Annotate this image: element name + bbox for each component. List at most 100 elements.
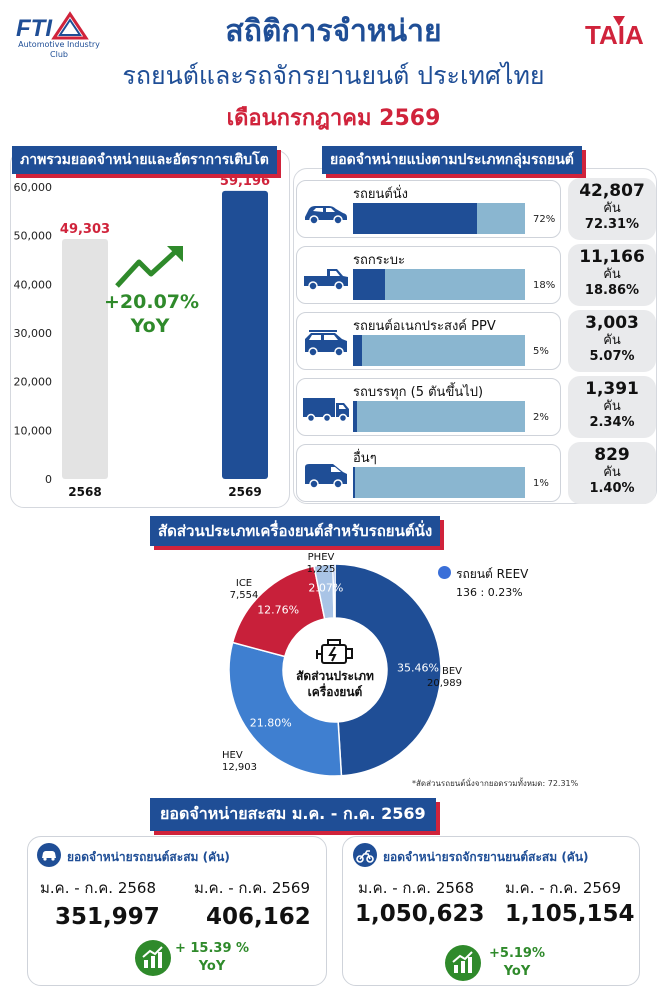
category-value-box: 1,391 คัน 2.34% [568,376,656,438]
category-bar-fill [353,203,478,234]
taia-logo-text: TAIA [585,20,644,48]
growth-chart-icon [445,945,481,981]
motorcycle-icon [353,843,377,867]
reev-legend-value: 136 : 0.23% [456,586,523,599]
category-unit-label: คัน [603,333,621,348]
donut-category-label: HEV [222,750,243,761]
category-value-box: 11,166 คัน 18.86% [568,244,656,306]
motorcycles-growth-value: +5.19% [489,946,545,961]
motorcycles-period-prev: ม.ค. - ก.ค. 2568 [358,879,475,897]
growth-chart-icon [135,940,171,976]
category-value-box: 3,003 คัน 5.07% [568,310,656,372]
category-value-box: 42,807 คัน 72.31% [568,178,656,240]
category-card: รถบรรทุก (5 ตันขึ้นไป) 2% [296,378,561,436]
fti-logo: FTI [16,11,89,42]
x-tick-label: 2568 [68,485,101,499]
trend-up-arrow-icon [115,246,183,288]
motorcycles-growth: +5.19% YoY [482,945,552,981]
growth-callout: +20.07% YoY [104,244,200,338]
cars-growth: + 15.39 % YoY [172,940,252,976]
category-label: รถยนต์อเนกประสงค์ PPV [353,319,496,334]
cargo-truck-icon [303,398,349,423]
category-label: อื่นๆ [353,451,377,466]
donut-slice-reev [332,563,336,619]
bar-2569 [222,190,268,480]
engine-center-label-line1: สัดส่วนประเภท [296,669,374,683]
donut-slice-bev [334,563,442,777]
fti-logo-text: FTI [16,15,53,42]
x-tick-label: 2569 [228,485,261,499]
donut-category-label: PHEV [308,552,335,563]
category-units: 1,391 [585,379,639,399]
category-card: รถยนต์นั่ง 72% [296,180,561,238]
donut-value-label: 1,225 [307,564,336,575]
cars-period-prev: ม.ค. - ก.ค. 2568 [40,879,157,897]
category-bar-percent: 72% [533,214,556,225]
y-tick-label: 0 [45,473,52,486]
category-label: รถบรรทุก (5 ตันขึ้นไป) [353,385,484,400]
donut-percent-label: 2.07% [308,582,343,595]
y-tick-label: 60,000 [14,181,53,194]
category-bar-track [353,401,525,432]
overview-bar-chart: 0 10,000 20,000 30,000 40,000 50,000 60,000 49,… [14,174,271,499]
sedan-car-icon [305,206,347,225]
donut-value-label: 20,989 [427,678,462,689]
reev-legend: รถยนต์ REEV 136 : 0.23% [438,563,598,599]
category-bar-percent: 1% [533,478,549,489]
donut-slice-hev [228,641,343,777]
y-tick-label: 30,000 [14,327,53,340]
category-bar-percent: 2% [533,412,549,423]
donut-category-label: BEV [442,666,462,677]
category-bar-fill [353,467,356,498]
motorcycles-period-curr: ม.ค. - ก.ค. 2569 [505,879,622,897]
motorcycles-value-prev: 1,050,623 [355,901,485,927]
category-share: 5.07% [589,349,635,364]
cars-growth-label: YoY [198,959,226,974]
y-tick-label: 10,000 [14,424,53,437]
category-bar-fill [353,269,386,300]
overview-heading: ภาพรวมยอดจำหน่ายและอัตราการเติบโต [12,146,277,174]
category-share: 18.86% [584,283,640,298]
category-unit-label: คัน [603,201,621,216]
category-units: 829 [594,445,630,465]
motorcycles-growth-label: YoY [503,964,531,979]
category-units: 3,003 [585,313,639,333]
cars-growth-value: + 15.39 % [174,941,250,956]
category-label: รถยนต์นั่ง [353,187,409,202]
motorcycles-card-title: ยอดจำหน่ายรถจักรยานยนต์สะสม (คัน) [383,850,589,864]
cumulative-heading: ยอดจำหน่ายสะสม ม.ค. - ก.ค. 2569 [150,798,436,831]
car-icon [37,843,61,867]
category-bar-percent: 5% [533,346,549,357]
category-bar-fill [353,335,362,366]
taia-logo: TAIA [585,16,644,48]
category-share: 72.31% [584,217,640,232]
category-units: 11,166 [579,247,645,267]
cars-card-title: ยอดจำหน่ายรถยนต์สะสม (คัน) [67,850,230,864]
cars-period-curr: ม.ค. - ก.ค. 2569 [194,879,311,897]
donut-value-label: 7,554 [230,590,259,601]
growth-label: YoY [130,315,170,337]
category-bar-track [353,335,525,366]
growth-value: +20.07% [104,291,200,313]
bar-2568 [62,239,108,479]
category-share: 1.40% [589,481,635,496]
category-bar-percent: 18% [533,280,556,291]
engine-heading: สัดส่วนประเภทเครื่องยนต์สำหรับรถยนต์นั่ง [150,516,441,546]
category-unit-label: คัน [603,399,621,414]
van-icon [305,464,347,489]
category-card: รถกระบะ 18% [296,246,561,304]
fti-logo-subtitle: Automotive Industry Club [18,40,100,59]
category-share: 2.34% [589,415,635,430]
motorcycles-value-curr: 1,105,154 [505,901,635,927]
donut-percent-label: 12.76% [257,604,299,617]
reev-legend-label: รถยนต์ REEV [456,567,529,581]
category-bar-track [353,467,525,498]
motorcycles-cumulative-card [342,836,640,986]
suv-car-icon [305,330,347,357]
category-bar-fill [353,401,358,432]
category-unit-label: คัน [603,267,621,282]
category-card: รถยนต์อเนกประสงค์ PPV 5% [296,312,561,370]
bar-value-label: 49,303 [60,222,110,237]
engine-footnote: *สัดส่วนรถยนต์นั่งจากยอดรวมทั้งหมด: 72.3… [412,779,579,788]
